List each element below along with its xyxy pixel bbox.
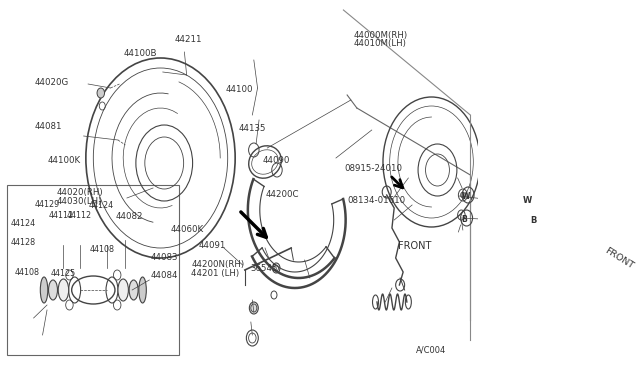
Text: 44084: 44084 [150,271,178,280]
Text: 44211: 44211 [175,35,202,44]
Text: 44100B: 44100B [124,49,157,58]
Ellipse shape [58,279,68,301]
Bar [8,185,179,355]
Text: 44060K: 44060K [171,225,204,234]
Text: 44112: 44112 [49,211,74,219]
Text: 44108: 44108 [90,245,115,254]
Text: 44091: 44091 [198,241,226,250]
Text: 44090: 44090 [263,156,290,165]
Text: 44082: 44082 [116,212,143,221]
Text: 44135: 44135 [239,124,266,133]
Ellipse shape [40,277,48,303]
Text: 44100K: 44100K [48,156,81,165]
Text: B: B [530,215,536,224]
Text: 44125: 44125 [50,269,76,278]
Text: 44129: 44129 [35,200,60,209]
Text: A/C004: A/C004 [415,346,446,355]
Ellipse shape [49,280,58,300]
Text: 36545: 36545 [251,264,278,273]
Text: 44020(RH): 44020(RH) [56,188,103,197]
Text: 44108: 44108 [14,268,39,277]
Text: 44124: 44124 [10,219,36,228]
Text: W: W [461,192,470,201]
Text: FRONT: FRONT [397,241,431,251]
Text: 44010M(LH): 44010M(LH) [353,39,406,48]
Text: W: W [522,196,532,205]
Text: 44200N(RH): 44200N(RH) [191,260,244,269]
Text: 44128: 44128 [10,238,36,247]
Text: 08134-01610: 08134-01610 [348,196,406,205]
Text: 44200C: 44200C [265,190,299,199]
Text: 44100: 44100 [225,85,253,94]
Text: 44112: 44112 [67,211,92,219]
Text: 44020G: 44020G [35,78,68,87]
Text: 44000M(RH): 44000M(RH) [353,31,408,40]
Text: 44201 (LH): 44201 (LH) [191,269,239,278]
Ellipse shape [129,280,138,300]
Text: 44081: 44081 [35,122,62,131]
Text: B: B [461,215,467,224]
Circle shape [250,302,259,314]
Circle shape [461,192,465,198]
Text: 44124: 44124 [88,201,113,210]
Text: FRONT: FRONT [604,246,636,270]
Text: 44030(LH): 44030(LH) [56,197,102,206]
Circle shape [97,88,104,98]
Ellipse shape [118,279,129,301]
Text: 08915-24010: 08915-24010 [344,164,402,173]
Ellipse shape [139,277,147,303]
Text: 44083: 44083 [150,253,178,262]
